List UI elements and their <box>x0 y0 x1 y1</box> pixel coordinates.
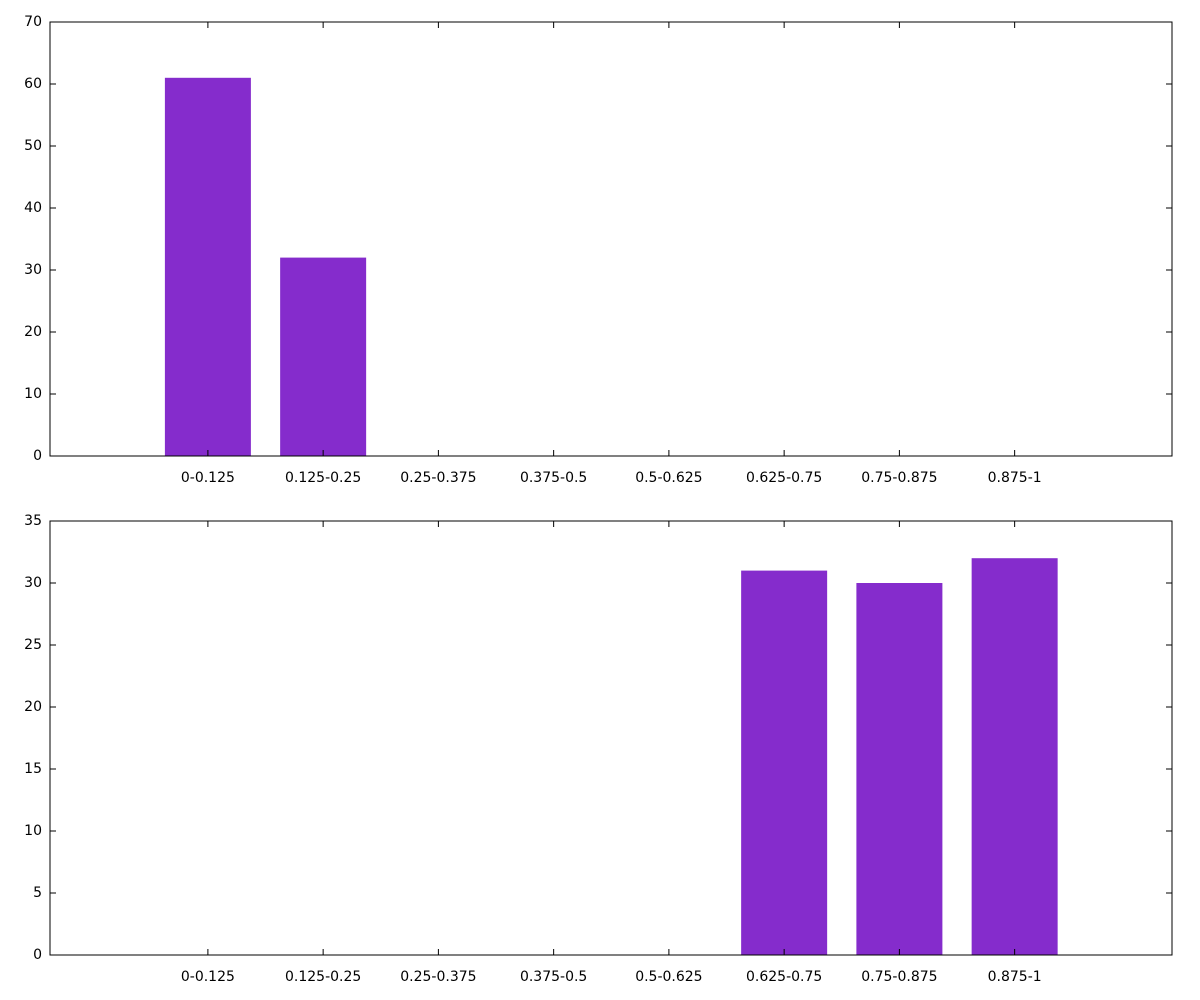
y-tick-label: 50 <box>24 138 42 154</box>
x-tick-label: 0.625-0.75 <box>746 969 822 985</box>
y-tick-label: 10 <box>24 386 42 402</box>
bar <box>856 583 943 955</box>
y-tick-label: 70 <box>24 14 42 30</box>
x-tick-label: 0.5-0.625 <box>635 470 702 486</box>
x-tick-label: 0.25-0.375 <box>400 470 476 486</box>
y-tick-label: 30 <box>24 262 42 278</box>
bar <box>164 77 251 457</box>
x-tick-label: 0.125-0.25 <box>285 470 361 486</box>
x-tick-label: 0.875-1 <box>988 470 1042 486</box>
y-tick-label: 30 <box>24 575 42 591</box>
plot-frame <box>49 21 1173 457</box>
x-tick-label: 0.25-0.375 <box>400 969 476 985</box>
y-tick-label: 20 <box>24 324 42 340</box>
y-tick-label: 15 <box>24 761 42 777</box>
x-tick-label: 0.75-0.875 <box>861 470 937 486</box>
y-tick-label: 0 <box>33 448 42 464</box>
x-tick-label: 0.125-0.25 <box>285 969 361 985</box>
bar <box>971 558 1058 955</box>
y-tick-label: 60 <box>24 76 42 92</box>
y-tick-label: 5 <box>33 885 42 901</box>
y-tick-label: 40 <box>24 200 42 216</box>
x-tick-label: 0.875-1 <box>988 969 1042 985</box>
y-tick-label: 10 <box>24 823 42 839</box>
y-tick-label: 35 <box>24 513 42 529</box>
y-tick-label: 0 <box>33 947 42 963</box>
y-tick-label: 25 <box>24 637 42 653</box>
x-tick-label: 0-0.125 <box>181 470 235 486</box>
y-tick-label: 20 <box>24 699 42 715</box>
bar <box>741 570 828 955</box>
x-tick-label: 0.5-0.625 <box>635 969 702 985</box>
x-tick-label: 0.625-0.75 <box>746 470 822 486</box>
x-tick-label: 0.375-0.5 <box>520 470 587 486</box>
x-tick-label: 0.375-0.5 <box>520 969 587 985</box>
x-tick-label: 0.75-0.875 <box>861 969 937 985</box>
x-tick-label: 0-0.125 <box>181 969 235 985</box>
bar <box>280 257 367 456</box>
plot-frame <box>49 520 1173 956</box>
